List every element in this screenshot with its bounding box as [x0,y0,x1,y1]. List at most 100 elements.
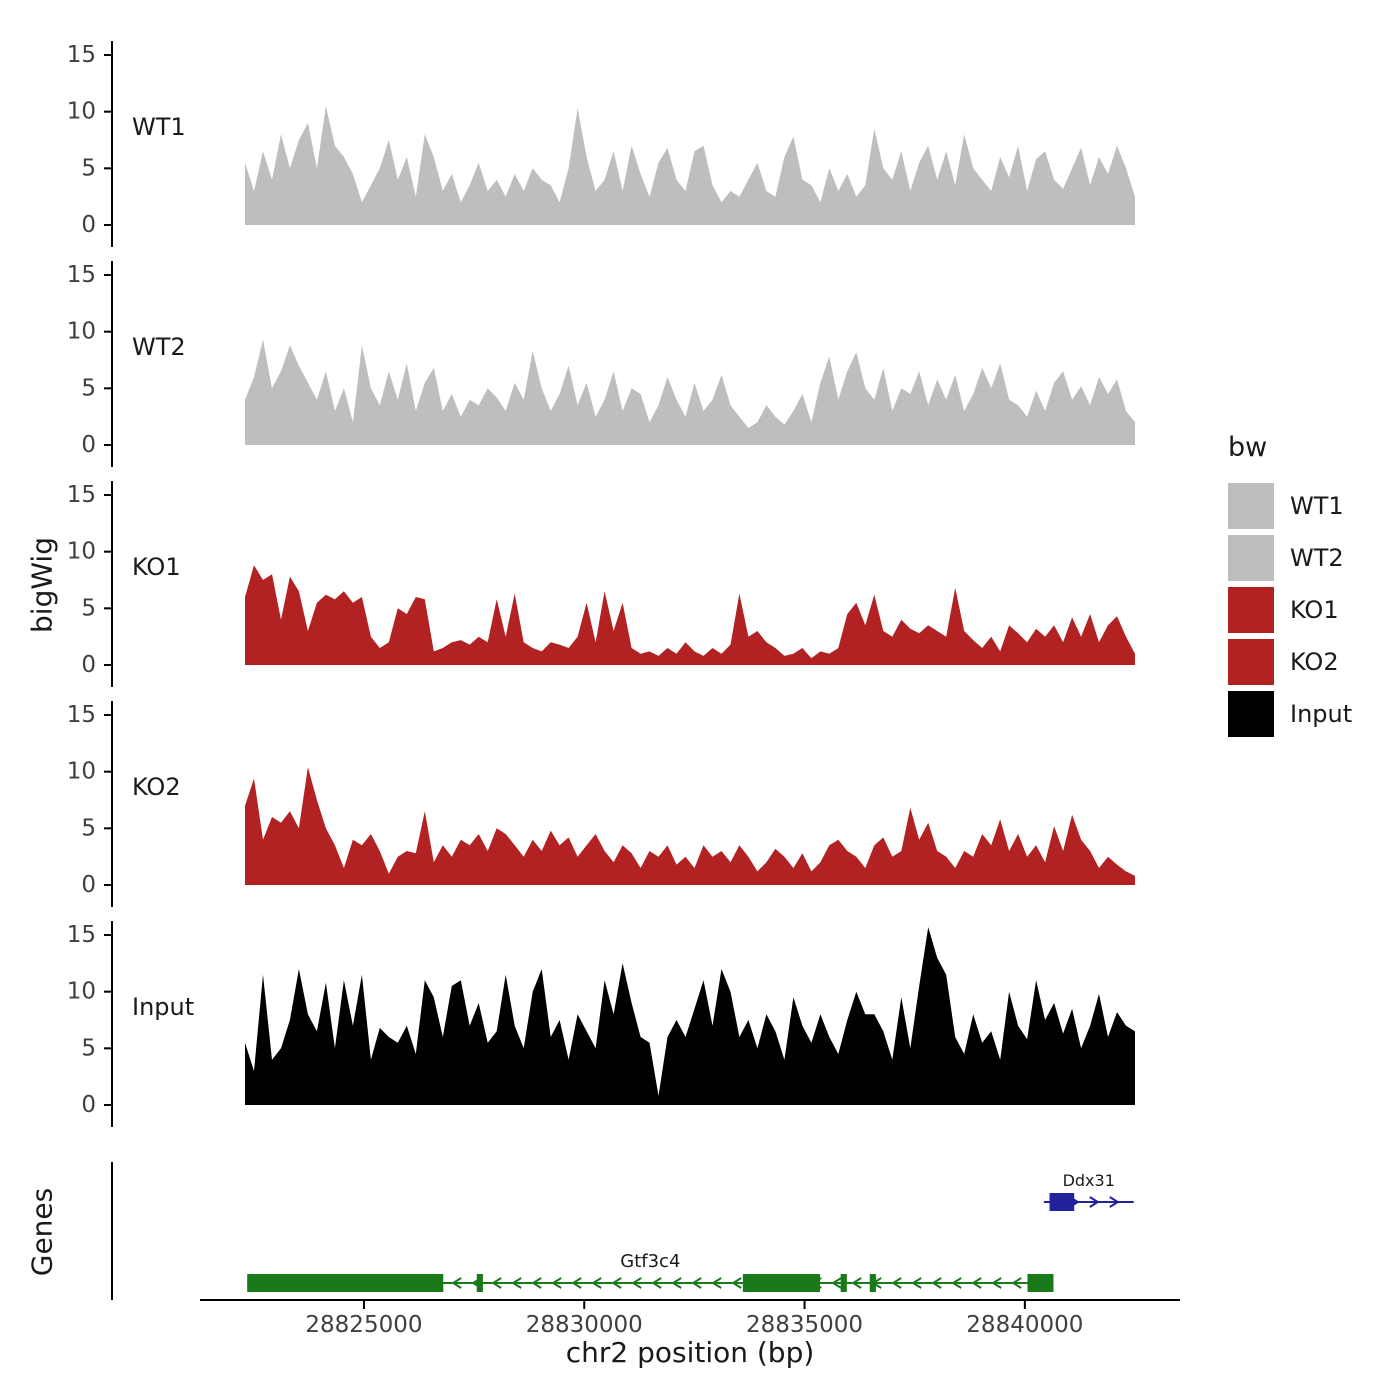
x-axis: 28825000 28830000 28835000 28840000 [200,1299,1180,1338]
y-tick-label: 5 [81,815,96,841]
legend-item-WT1: WT1 [1228,483,1398,529]
y-axis-title: bigWig [25,537,59,633]
strand-arrow-icon [551,1277,562,1289]
legend: bw WT1 WT2 KO1 KO2 Input [1228,432,1398,743]
strand-arrow-icon [671,1277,682,1289]
y-tick-label: 10 [67,759,96,785]
gene-exon [476,1274,483,1292]
track-area-WT1 [245,106,1135,225]
y-tick-label: 10 [67,99,96,125]
legend-item-WT2: WT2 [1228,535,1398,581]
strand-arrow-icon [571,1277,582,1289]
track-area-KO2 [245,767,1135,885]
strand-arrow-icon [931,1277,942,1289]
strand-arrow-icon [1011,1277,1022,1289]
strand-arrow-icon [611,1277,622,1289]
y-tick-label: 15 [67,42,96,68]
track-panel-WT1: 0 5 10 15 WT1 [67,41,1135,247]
legend-swatch-icon [1228,691,1274,737]
y-tick-label: 5 [81,375,96,401]
track-panel-Input: 0 5 10 15 Input [67,921,1135,1127]
strand-arrow-icon [531,1277,542,1289]
x-tick-label: 28830000 [526,1312,643,1338]
legend-item-label: WT1 [1290,492,1344,520]
strand-arrow-icon [911,1277,922,1289]
x-tick-label: 28835000 [746,1312,863,1338]
track-label-KO1: KO1 [132,553,181,581]
track-label-WT2: WT2 [132,333,186,361]
gene-Gtf3c4: Gtf3c4 [247,1251,1054,1292]
y-tick-label: 0 [81,212,96,238]
strand-arrow-icon [491,1277,502,1289]
strand-arrow-icon [851,1277,862,1289]
strand-arrow-icon [511,1277,522,1289]
track-area-WT2 [245,339,1135,445]
strand-arrow-icon [731,1277,742,1289]
track-panel-KO1: 0 5 10 15 KO1 [67,481,1135,687]
strand-arrow-icon [831,1277,842,1289]
track-label-Input: Input [132,993,194,1021]
y-tick-label: 0 [81,432,96,458]
legend-item-label: KO1 [1290,596,1339,624]
genes-panel: Ddx31 Gtf3c4 [111,1162,1134,1300]
gene-exon [247,1274,444,1292]
strand-arrow-icon [891,1277,902,1289]
strand-arrow-icon [971,1277,982,1289]
legend-item-label: KO2 [1290,648,1339,676]
gene-exon [840,1274,847,1292]
y-tick-label: 0 [81,872,96,898]
gene-exon [1049,1193,1075,1211]
legend-swatch-icon [1228,639,1274,685]
y-tick-label: 15 [67,482,96,508]
strand-arrow-icon [951,1277,962,1289]
strand-arrow-icon [1109,1196,1120,1208]
x-axis-title: chr2 position (bp) [565,1336,815,1369]
legend-swatch-icon [1228,587,1274,633]
strand-arrow-icon [691,1277,702,1289]
y-tick-label: 0 [81,1092,96,1118]
y-tick-label: 10 [67,539,96,565]
legend-items: WT1 WT2 KO1 KO2 Input [1228,483,1398,737]
gene-exon [869,1274,876,1292]
y-tick-label: 5 [81,595,96,621]
strand-arrow-icon [991,1277,1002,1289]
legend-item-label: WT2 [1290,544,1344,572]
gene-name-label: Ddx31 [1063,1171,1115,1190]
strand-arrow-icon [451,1277,462,1289]
legend-swatch-icon [1228,483,1274,529]
legend-title: bw [1228,432,1268,463]
y-tick-label: 15 [67,262,96,288]
legend-item-KO1: KO1 [1228,587,1398,633]
gene-exon [742,1274,820,1292]
y-tick-label: 5 [81,155,96,181]
strand-arrow-icon [591,1277,602,1289]
gene-Ddx31: Ddx31 [1043,1171,1134,1211]
track-label-KO2: KO2 [132,773,181,801]
x-tick-label: 28840000 [966,1312,1083,1338]
gene-exon [1027,1274,1054,1292]
legend-item-label: Input [1290,700,1353,728]
y-tick-label: 10 [67,319,96,345]
y-tick-label: 5 [81,1035,96,1061]
y-tick-label: 10 [67,979,96,1005]
track-area-KO1 [245,565,1135,665]
legend-swatch-icon [1228,535,1274,581]
track-label-WT1: WT1 [132,113,186,141]
track-panel-WT2: 0 5 10 15 WT2 [67,261,1135,467]
track-area-Input [245,927,1135,1105]
x-tick-label: 28825000 [305,1312,422,1338]
y-tick-label: 0 [81,652,96,678]
legend-item-KO2: KO2 [1228,639,1398,685]
gene-name-label: Gtf3c4 [620,1251,680,1272]
y-tick-label: 15 [67,922,96,948]
strand-arrow-icon [1089,1196,1100,1208]
track-panel-KO2: 0 5 10 15 KO2 [67,701,1135,907]
y-tick-label: 15 [67,702,96,728]
legend-item-Input: Input [1228,691,1398,737]
strand-arrow-icon [711,1277,722,1289]
strand-arrow-icon [651,1277,662,1289]
genes-axis-title: Genes [25,1187,59,1277]
strand-arrow-icon [631,1277,642,1289]
